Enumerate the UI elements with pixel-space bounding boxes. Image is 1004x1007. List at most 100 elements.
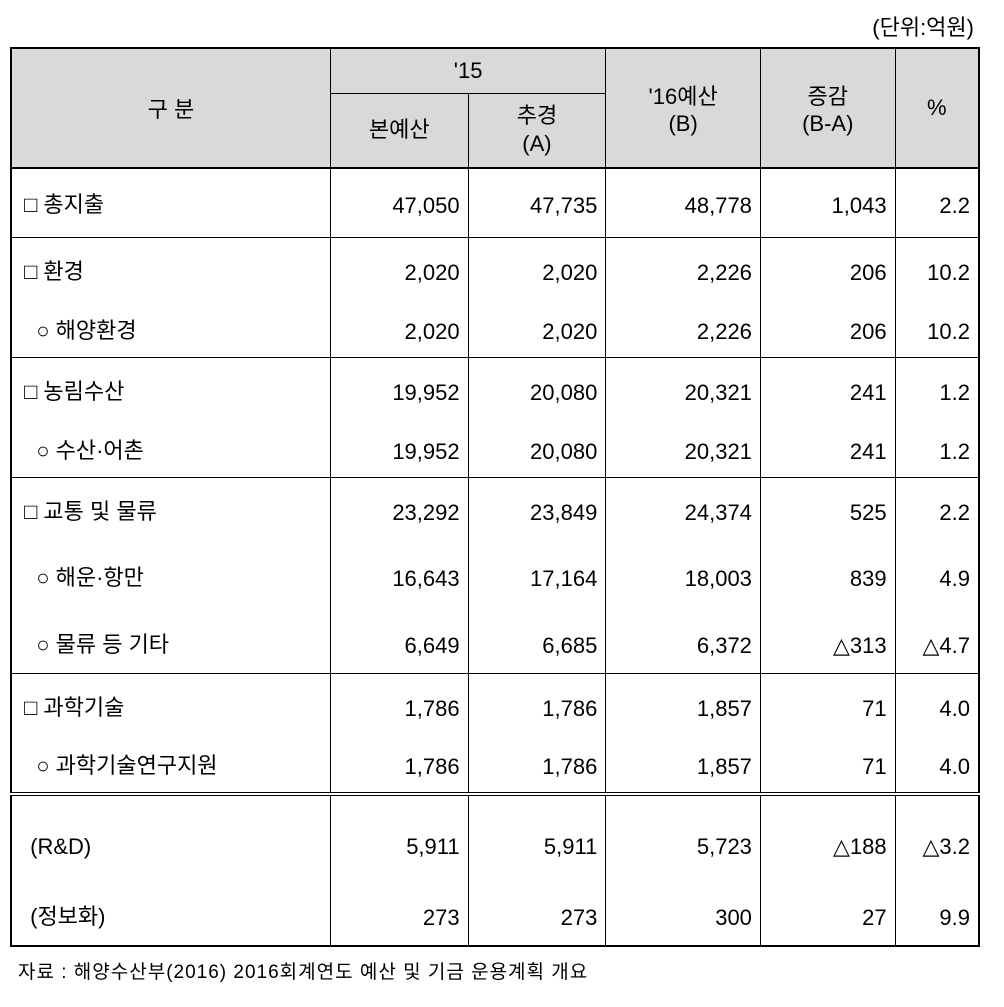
table-row: ○ 해운·항만16,64317,16418,0038394.9	[11, 538, 979, 606]
table-group: □ 과학기술1,7861,7861,857714.0 ○ 과학기술연구지원1,7…	[11, 674, 979, 794]
value-cell: 23,849	[468, 478, 606, 538]
header-y15: '15	[330, 48, 605, 93]
value-cell: △3.2	[895, 794, 979, 876]
header-supp-budget: 추경(A)	[468, 93, 606, 168]
category-cell: ○ 과학기술연구지원	[11, 734, 330, 794]
value-cell: 4.9	[895, 538, 979, 606]
category-cell: ○ 해운·항만	[11, 538, 330, 606]
value-cell: 2.2	[895, 168, 979, 238]
table-row: □ 환경2,0202,0202,22620610.2	[11, 238, 979, 298]
category-cell: ○ 수산·어촌	[11, 418, 330, 478]
table-row: □ 총지출47,05047,73548,7781,0432.2	[11, 168, 979, 238]
value-cell: 5,723	[606, 794, 761, 876]
value-cell: 1.2	[895, 418, 979, 478]
value-cell: 47,050	[330, 168, 468, 238]
table-group: □ 농림수산19,95220,08020,3212411.2 ○ 수산·어촌19…	[11, 358, 979, 478]
table-group: (R&D)5,9115,9115,723△188△3.2 (정보화)273273…	[11, 794, 979, 946]
table-row: ○ 해양환경2,0202,0202,22620610.2	[11, 298, 979, 358]
value-cell: 1,043	[760, 168, 895, 238]
category-cell: □ 총지출	[11, 168, 330, 238]
value-cell: 525	[760, 478, 895, 538]
header-diff: 증감(B-A)	[760, 48, 895, 168]
category-cell: (R&D)	[11, 794, 330, 876]
value-cell: 19,952	[330, 418, 468, 478]
value-cell: 1,857	[606, 674, 761, 734]
value-cell: 27	[760, 876, 895, 946]
value-cell: 2,226	[606, 238, 761, 298]
value-cell: 16,643	[330, 538, 468, 606]
header-pct: %	[895, 48, 979, 168]
value-cell: 241	[760, 418, 895, 478]
value-cell: 273	[468, 876, 606, 946]
table-header: 구 분 '15 '16예산(B) 증감(B-A) % 본예산 추경(A)	[11, 48, 979, 168]
value-cell: 10.2	[895, 298, 979, 358]
value-cell: 19,952	[330, 358, 468, 418]
table-row: □ 농림수산19,95220,08020,3212411.2	[11, 358, 979, 418]
value-cell: 6,685	[468, 606, 606, 674]
value-cell: 1,786	[468, 674, 606, 734]
value-cell: 1,786	[468, 734, 606, 794]
value-cell: 2,020	[330, 298, 468, 358]
value-cell: 1,786	[330, 674, 468, 734]
table-row: ○ 과학기술연구지원1,7861,7861,857714.0	[11, 734, 979, 794]
value-cell: 48,778	[606, 168, 761, 238]
table-row: (정보화)273273300279.9	[11, 876, 979, 946]
value-cell: 20,080	[468, 358, 606, 418]
value-cell: △4.7	[895, 606, 979, 674]
category-cell: □ 환경	[11, 238, 330, 298]
value-cell: 5,911	[468, 794, 606, 876]
value-cell: 6,649	[330, 606, 468, 674]
category-cell: □ 과학기술	[11, 674, 330, 734]
category-cell: (정보화)	[11, 876, 330, 946]
value-cell: 6,372	[606, 606, 761, 674]
value-cell: 5,911	[330, 794, 468, 876]
header-category: 구 분	[11, 48, 330, 168]
header-main-budget: 본예산	[330, 93, 468, 168]
category-cell: □ 농림수산	[11, 358, 330, 418]
value-cell: 18,003	[606, 538, 761, 606]
table-group: □ 교통 및 물류23,29223,84924,3745252.2 ○ 해운·항…	[11, 478, 979, 674]
value-cell: 20,321	[606, 358, 761, 418]
table-row: ○ 수산·어촌19,95220,08020,3212411.2	[11, 418, 979, 478]
value-cell: 2,226	[606, 298, 761, 358]
value-cell: 47,735	[468, 168, 606, 238]
value-cell: 9.9	[895, 876, 979, 946]
value-cell: 206	[760, 238, 895, 298]
table-row: □ 교통 및 물류23,29223,84924,3745252.2	[11, 478, 979, 538]
value-cell: 839	[760, 538, 895, 606]
budget-table: 구 분 '15 '16예산(B) 증감(B-A) % 본예산 추경(A) □ 총…	[10, 47, 980, 947]
value-cell: 1,857	[606, 734, 761, 794]
value-cell: 24,374	[606, 478, 761, 538]
category-cell: ○ 해양환경	[11, 298, 330, 358]
value-cell: 1,786	[330, 734, 468, 794]
value-cell: 1.2	[895, 358, 979, 418]
table-group: □ 총지출47,05047,73548,7781,0432.2	[11, 168, 979, 238]
header-budget16: '16예산(B)	[606, 48, 761, 168]
category-cell: □ 교통 및 물류	[11, 478, 330, 538]
value-cell: 241	[760, 358, 895, 418]
value-cell: 20,321	[606, 418, 761, 478]
value-cell: 10.2	[895, 238, 979, 298]
value-cell: 2.2	[895, 478, 979, 538]
value-cell: △188	[760, 794, 895, 876]
value-cell: 17,164	[468, 538, 606, 606]
value-cell: △313	[760, 606, 895, 674]
table-row: (R&D)5,9115,9115,723△188△3.2	[11, 794, 979, 876]
value-cell: 4.0	[895, 734, 979, 794]
value-cell: 2,020	[330, 238, 468, 298]
value-cell: 300	[606, 876, 761, 946]
value-cell: 2,020	[468, 238, 606, 298]
value-cell: 206	[760, 298, 895, 358]
category-cell: ○ 물류 등 기타	[11, 606, 330, 674]
value-cell: 20,080	[468, 418, 606, 478]
table-row: ○ 물류 등 기타6,6496,6856,372△313△4.7	[11, 606, 979, 674]
value-cell: 71	[760, 674, 895, 734]
table-group: □ 환경2,0202,0202,22620610.2 ○ 해양환경2,0202,…	[11, 238, 979, 358]
table-row: □ 과학기술1,7861,7861,857714.0	[11, 674, 979, 734]
source-note: 자료 : 해양수산부(2016) 2016회계연도 예산 및 기금 운용계획 개…	[10, 957, 994, 984]
value-cell: 4.0	[895, 674, 979, 734]
value-cell: 71	[760, 734, 895, 794]
unit-label: (단위:억원)	[10, 10, 994, 42]
value-cell: 23,292	[330, 478, 468, 538]
value-cell: 2,020	[468, 298, 606, 358]
